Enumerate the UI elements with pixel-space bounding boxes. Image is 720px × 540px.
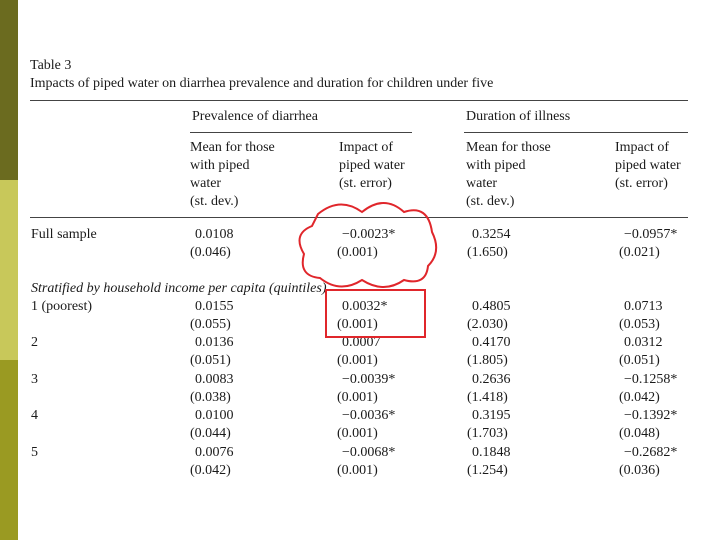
- table-cell-value: 0.0100: [195, 408, 234, 423]
- table-cell-error: (0.021): [619, 245, 660, 260]
- table-cell-value: 0.0713: [624, 299, 663, 314]
- table-title: Impacts of piped water on diarrhea preva…: [30, 76, 494, 91]
- table-cell-value: −0.2682*: [624, 445, 678, 460]
- table-cell-value: 0.0136: [195, 335, 234, 350]
- table-cell-error: (0.048): [619, 426, 660, 441]
- table-cell-error: (1.254): [467, 463, 508, 478]
- table-cell-error: (0.038): [190, 390, 231, 405]
- table-cell-value: 0.1848: [472, 445, 511, 460]
- table-cell-error: (1.703): [467, 426, 508, 441]
- group-rule-duration: [464, 132, 688, 133]
- table-cell-error: (0.001): [337, 353, 378, 368]
- table-cell-value: −0.0039*: [342, 372, 396, 387]
- stratified-heading: Stratified by household income per capit…: [31, 281, 327, 296]
- table-cell-error: (0.044): [190, 426, 231, 441]
- table-number: Table 3: [30, 58, 72, 73]
- slide-stripe-top: [0, 0, 18, 180]
- table-cell-error: (2.030): [467, 317, 508, 332]
- table-cell-error: (0.053): [619, 317, 660, 332]
- table-cell-value: 0.0007: [342, 335, 381, 350]
- table-cell-error: (0.051): [619, 353, 660, 368]
- table-cell-value: 0.4170: [472, 335, 511, 350]
- table-cell-value: 0.0108: [195, 227, 234, 242]
- col-header-mean-prevalence: Mean for those with piped water (st. dev…: [190, 140, 275, 209]
- table-cell-value: −0.0957*: [624, 227, 678, 242]
- table-cell-value: −0.0036*: [342, 408, 396, 423]
- table-cell-value: 0.3195: [472, 408, 511, 423]
- col-header-mean-duration: Mean for those with piped water (st. dev…: [466, 140, 551, 209]
- table-cell-error: (0.001): [337, 245, 378, 260]
- table-cell-value: 0.0076: [195, 445, 234, 460]
- slide-stripe-middle: [0, 180, 18, 360]
- table-cell-error: (1.418): [467, 390, 508, 405]
- table-cell-value: 0.3254: [472, 227, 511, 242]
- top-rule: [30, 100, 688, 101]
- table-cell-error: (0.042): [619, 390, 660, 405]
- table-cell-error: (1.805): [467, 353, 508, 368]
- row-label-quintile: 4: [31, 408, 38, 423]
- table-cell-value: −0.1258*: [624, 372, 678, 387]
- col-header-impact-prevalence: Impact of piped water (st. error): [339, 140, 405, 191]
- table-cell-value: 0.0155: [195, 299, 234, 314]
- table-cell-value: −0.1392*: [624, 408, 678, 423]
- table-cell-error: (0.046): [190, 245, 231, 260]
- table-cell-error: (0.001): [337, 463, 378, 478]
- table-cell-error: (0.036): [619, 463, 660, 478]
- table-cell-error: (0.042): [190, 463, 231, 478]
- table-cell-value: 0.0032*: [342, 299, 388, 314]
- header-rule: [30, 217, 688, 218]
- table-cell-error: (0.055): [190, 317, 231, 332]
- table-cell-error: (1.650): [467, 245, 508, 260]
- group-header-duration: Duration of illness: [466, 109, 571, 124]
- table-cell-value: 0.0083: [195, 372, 234, 387]
- slide-stripe-bottom: [0, 360, 18, 540]
- row-label-quintile: 3: [31, 372, 38, 387]
- table-cell-value: 0.4805: [472, 299, 511, 314]
- table-cell-error: (0.051): [190, 353, 231, 368]
- row-label-full-sample: Full sample: [31, 227, 97, 242]
- table-cell-value: −0.0068*: [342, 445, 396, 460]
- row-label-quintile: 1 (poorest): [31, 299, 93, 314]
- row-label-quintile: 5: [31, 445, 38, 460]
- table-cell-value: −0.0023*: [342, 227, 396, 242]
- col-header-impact-duration: Impact of piped water (st. error): [615, 140, 681, 191]
- table-cell-value: 0.2636: [472, 372, 511, 387]
- table-cell-value: 0.0312: [624, 335, 663, 350]
- table-cell-error: (0.001): [337, 426, 378, 441]
- highlight-box: [325, 289, 426, 338]
- group-header-prevalence: Prevalence of diarrhea: [192, 109, 318, 124]
- table-cell-error: (0.001): [337, 317, 378, 332]
- table-cell-error: (0.001): [337, 390, 378, 405]
- group-rule-prevalence: [190, 132, 412, 133]
- row-label-quintile: 2: [31, 335, 38, 350]
